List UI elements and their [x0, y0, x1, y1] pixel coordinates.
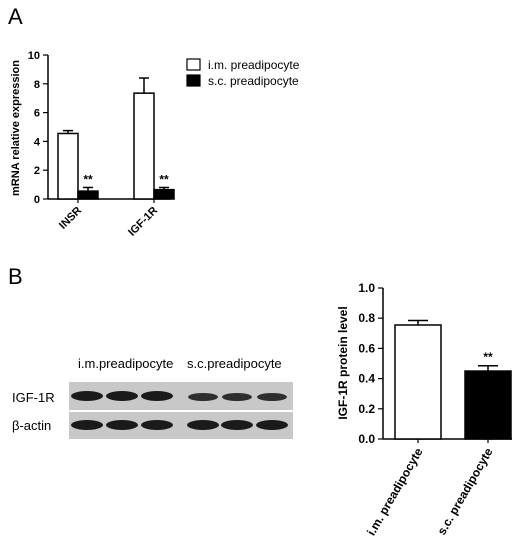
- chart-a-bar: [153, 188, 175, 200]
- blot-band: [188, 393, 218, 401]
- chart-b-y-tick-label: 0.6: [358, 341, 375, 355]
- panel-a-label: A: [8, 4, 23, 29]
- blot-band: [106, 420, 138, 430]
- blot-band: [141, 420, 173, 430]
- blot-band: [222, 393, 252, 401]
- chart-a-category-label: IGF-1R: [126, 205, 160, 239]
- chart-b-y-tick-label: 0.4: [358, 372, 375, 386]
- chart-a-y-tick-label: 2: [34, 165, 40, 177]
- blot-lane-group-sc: s.c.preadipocyte: [187, 356, 282, 371]
- western-blot: i.m.preadipocyte s.c.preadipocyte IGF-1R…: [12, 356, 293, 439]
- chart-b-y-axis-title: IGF-1R protein level: [336, 306, 350, 419]
- chart-b-bar: [464, 370, 512, 440]
- chart-b-y-tick-label: 0.2: [358, 402, 375, 416]
- panel-b-label: B: [8, 264, 23, 289]
- blot-band: [71, 420, 103, 430]
- blot-band: [141, 391, 173, 401]
- chart-a-y-tick-label: 4: [34, 136, 41, 148]
- chart-a-y-axis-title: mRNA relative expression: [10, 60, 22, 196]
- chart-a-legend: i.m. preadipocyte s.c. preadipocyte: [186, 58, 300, 88]
- blot-row-label-beta-actin: β-actin: [12, 418, 51, 433]
- chart-a-y-tick-label: 0: [34, 194, 40, 206]
- chart-a-significance-label: **: [83, 172, 93, 186]
- legend-swatch-sc: [186, 74, 201, 87]
- chart-a-category-label: INSR: [57, 205, 84, 232]
- blot-band: [221, 420, 253, 430]
- blot-lane-group-im: i.m.preadipocyte: [78, 356, 173, 371]
- blot-band: [106, 391, 138, 401]
- chart-a-bar: [57, 132, 79, 200]
- chart-b-category-label: s.c. preadipocyte: [434, 445, 495, 537]
- chart-b-y-tick-label: 0.0: [358, 432, 375, 446]
- chart-a-bar: [133, 92, 155, 200]
- blot-band: [71, 391, 103, 401]
- chart-a-y-tick-label: 10: [28, 50, 40, 62]
- blot-band: [257, 393, 287, 401]
- chart-b: IGF-1R protein level 0.0 0.2 0.4 0.6 0.8 1.0 i…: [336, 281, 512, 538]
- chart-b-significance-label: **: [483, 350, 493, 364]
- chart-a-bar: [77, 190, 99, 200]
- chart-b-category-label: i.m. preadipocyte: [364, 445, 426, 538]
- blot-row-label-igf1r: IGF-1R: [12, 390, 55, 405]
- blot-band: [256, 420, 288, 430]
- legend-swatch-im: [186, 58, 201, 71]
- blot-band: [187, 420, 219, 430]
- chart-b-y-tick-label: 1.0: [358, 281, 375, 295]
- chart-a-y-tick-label: 8: [34, 79, 40, 91]
- legend-label-sc: s.c. preadipocyte: [208, 74, 299, 88]
- chart-a: mRNA relative expression 0 2 4 6 8 10 INSR IGF-…: [10, 50, 300, 239]
- chart-b-bar: [394, 324, 442, 440]
- chart-a-significance-label: **: [159, 172, 169, 186]
- chart-b-y-tick-label: 0.8: [358, 311, 375, 325]
- legend-label-im: i.m. preadipocyte: [208, 58, 300, 72]
- chart-a-y-tick-label: 6: [34, 108, 40, 120]
